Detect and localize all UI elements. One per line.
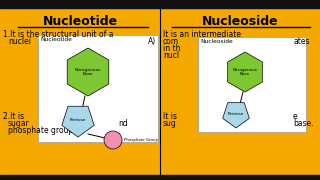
Text: Phosphate Group: Phosphate Group — [124, 138, 158, 142]
Text: Nucleoside: Nucleoside — [202, 15, 278, 28]
Text: Nitrogenous
Base: Nitrogenous Base — [233, 68, 257, 76]
Text: Nucleotide: Nucleotide — [40, 37, 72, 42]
Text: Nucleoside: Nucleoside — [200, 39, 233, 44]
Text: nucleí: nucleí — [8, 37, 31, 46]
Polygon shape — [223, 103, 249, 128]
Circle shape — [104, 131, 122, 149]
Text: Nitrogenous
Base: Nitrogenous Base — [75, 68, 101, 76]
Bar — [0, 175, 320, 180]
Text: A): A) — [148, 37, 156, 46]
Text: 1.It is the structural unit of a: 1.It is the structural unit of a — [3, 30, 114, 39]
Text: phosphate group.: phosphate group. — [8, 126, 76, 135]
Text: sug: sug — [163, 119, 177, 128]
Polygon shape — [67, 48, 109, 96]
Text: e: e — [293, 112, 298, 121]
Text: It is: It is — [163, 112, 177, 121]
Bar — [0, 0, 320, 8]
Text: It is an intermediate: It is an intermediate — [163, 30, 241, 39]
Text: Nucleotide: Nucleotide — [43, 15, 117, 28]
Text: base.: base. — [293, 119, 314, 128]
Text: Pentose: Pentose — [228, 112, 244, 116]
Text: nd: nd — [118, 119, 128, 128]
Text: Pentose: Pentose — [70, 118, 86, 122]
Text: com: com — [163, 37, 179, 46]
Polygon shape — [62, 106, 94, 137]
Text: nucl: nucl — [163, 51, 179, 60]
FancyBboxPatch shape — [198, 37, 306, 132]
Text: in th: in th — [163, 44, 180, 53]
FancyBboxPatch shape — [38, 35, 158, 142]
Text: sugar: sugar — [8, 119, 30, 128]
Polygon shape — [228, 52, 262, 92]
Text: 2.It is: 2.It is — [3, 112, 24, 121]
Text: ates: ates — [293, 37, 309, 46]
